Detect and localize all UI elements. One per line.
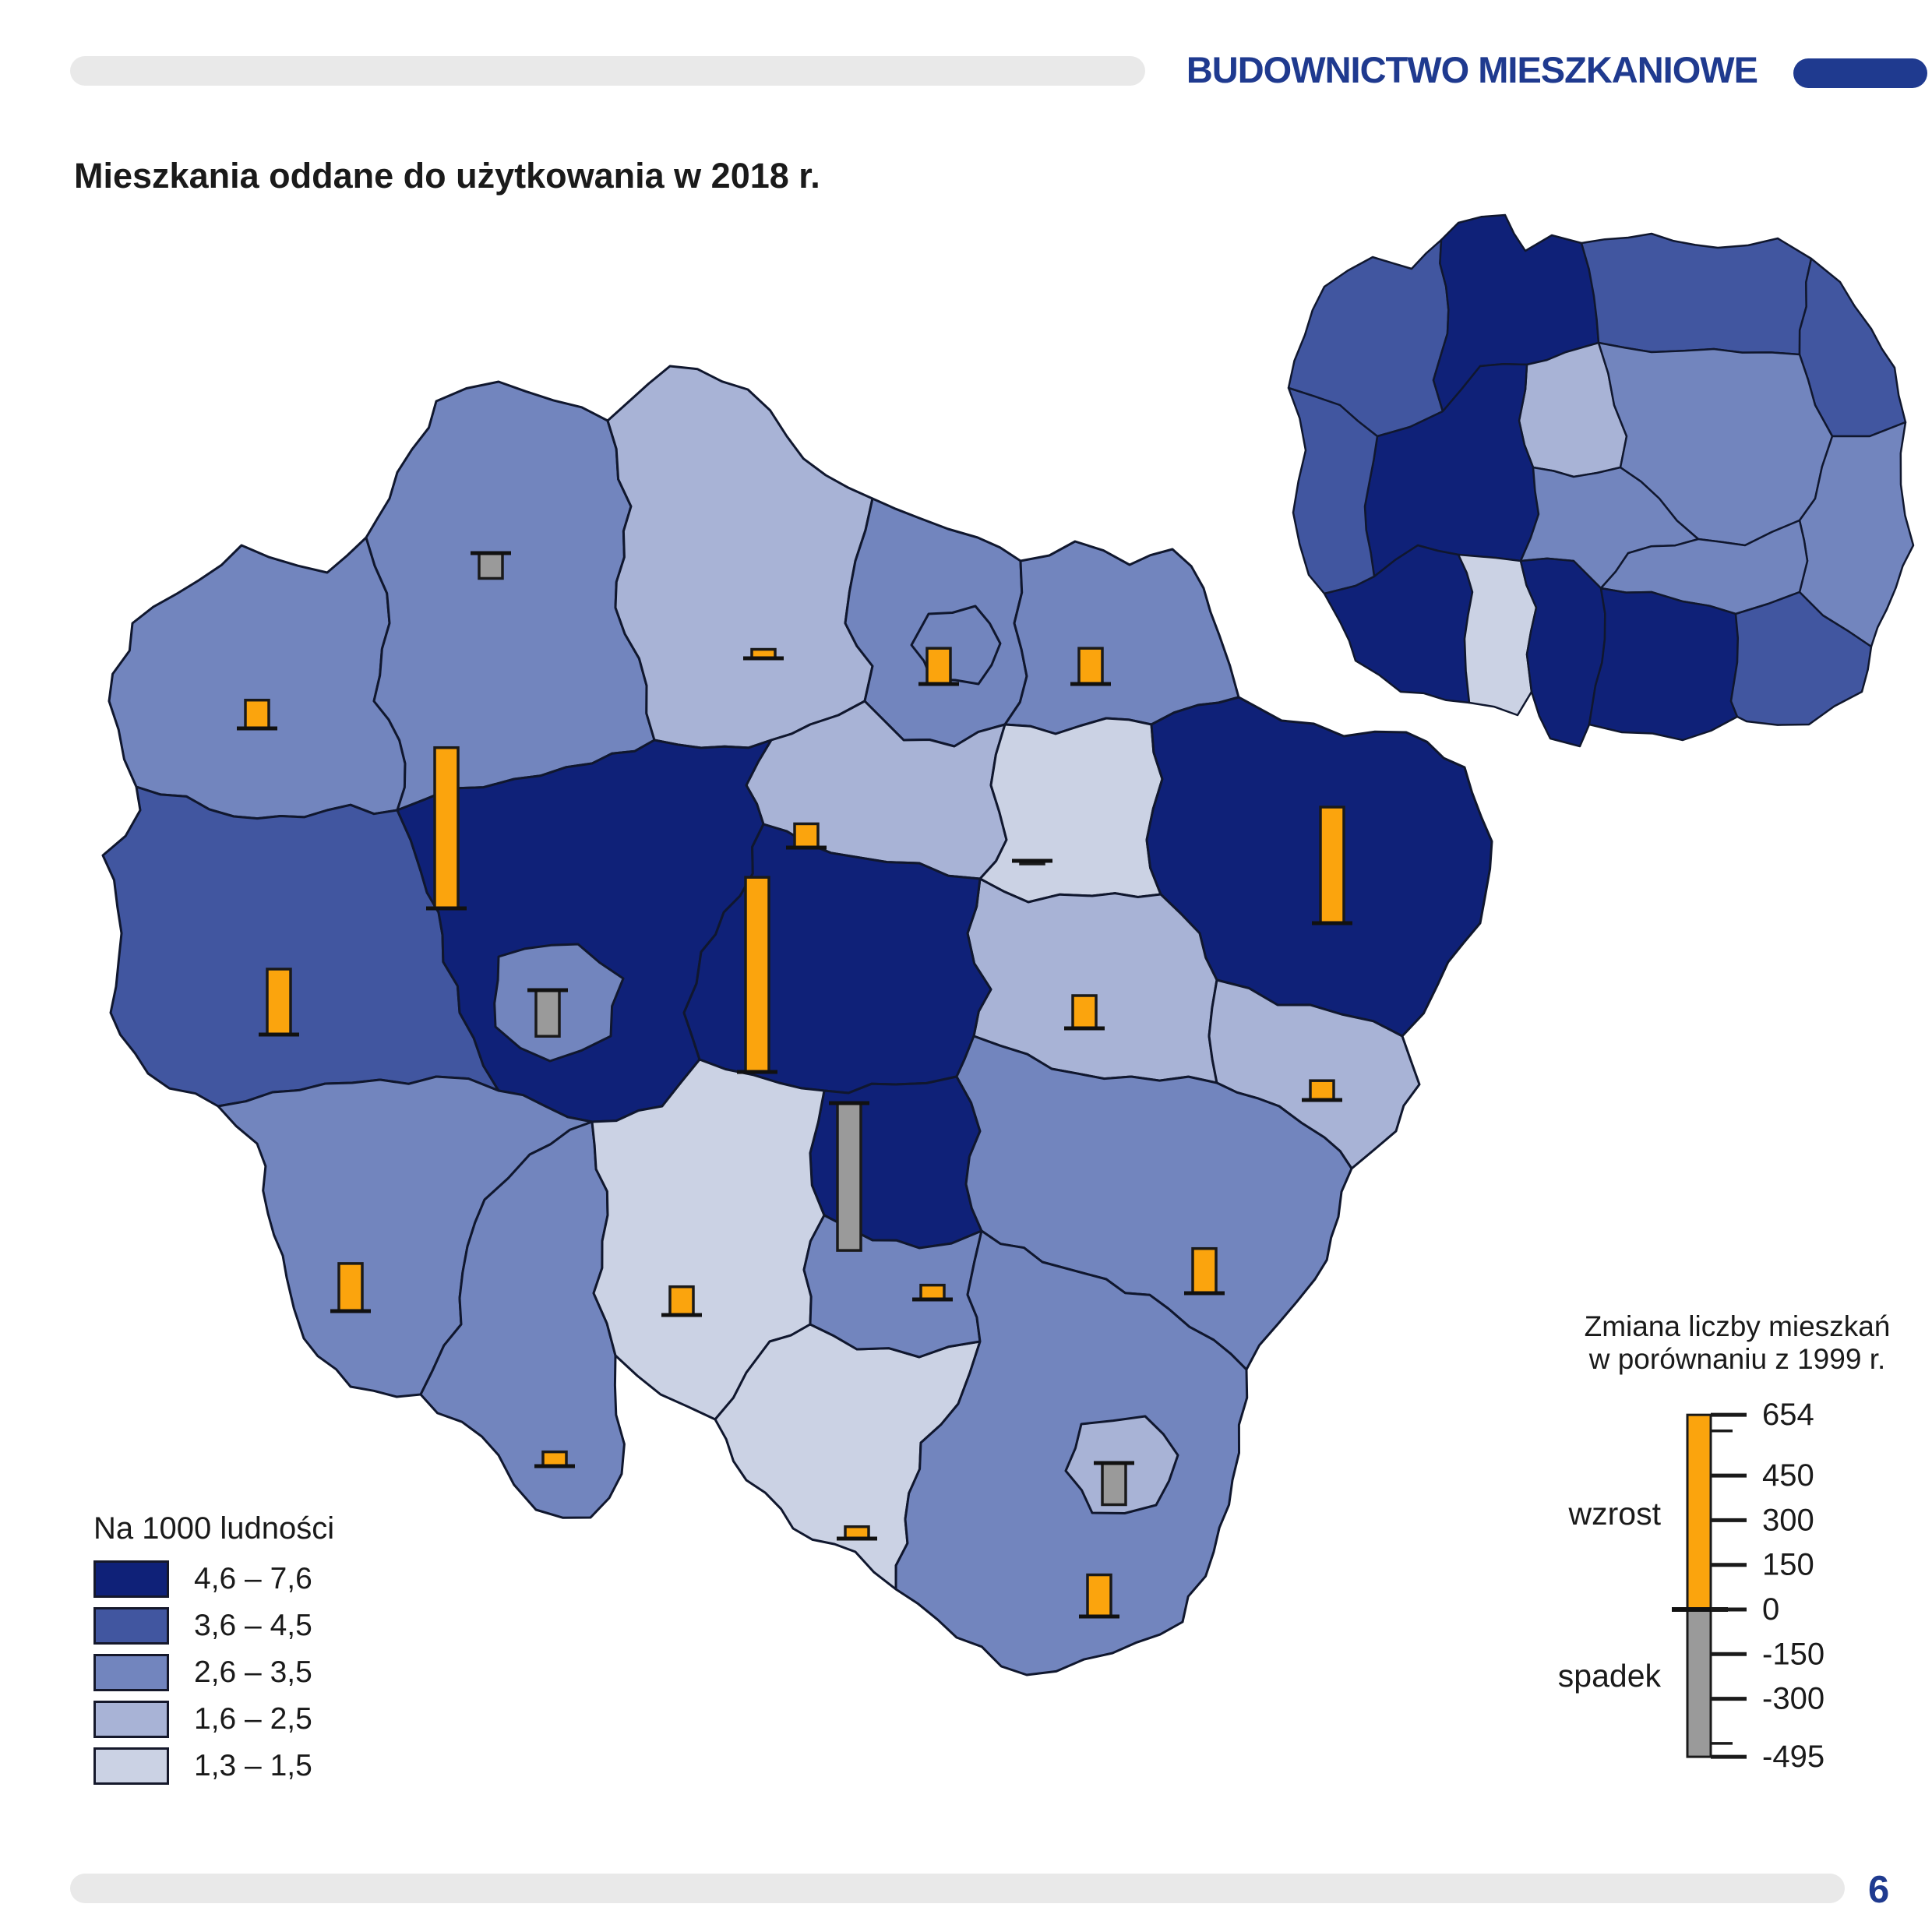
map-region-r07 [978,717,1164,904]
map-region-r21 [894,1229,1249,1676]
legend-row: 2,6 – 3,5 [93,1654,334,1691]
header-decorative-bar [70,56,1145,86]
legend-row: 1,3 – 1,5 [93,1747,334,1785]
page-number: 6 [1868,1869,1890,1911]
scale-tick-label: 450 [1762,1458,1814,1493]
bar-scale-title: Zmiana liczby mieszkań w porównaniu z 19… [1578,1310,1897,1376]
legend-label-2: 3,6 – 4,5 [194,1609,312,1642]
scale-tick-label: 300 [1762,1503,1814,1537]
change-bar-r05 [1070,647,1111,686]
change-bar-r09 [1064,994,1105,1031]
legend-row: 4,6 – 7,6 [93,1560,334,1598]
change-bar-r12 [426,746,467,911]
legend-swatch-1 [93,1560,169,1598]
map-region-r10 [1208,978,1421,1170]
scale-tick-label: 0 [1762,1592,1779,1627]
map-region-r02 [365,380,656,812]
change-bar-e02 [918,647,959,686]
inset-map-poland [1287,213,1915,748]
change-bar-r07 [1012,858,1052,866]
change-bars [237,551,1352,1619]
legend-row: 1,6 – 2,5 [93,1701,334,1738]
legend-swatch-2 [93,1607,169,1645]
change-bar-r02 [471,551,511,580]
change-bar-r03 [743,647,784,661]
change-bar-r15 [330,1262,371,1313]
main-map [101,365,1493,1676]
footer-decorative-bar [70,1874,1845,1903]
inset-region-i14 [1519,557,1606,748]
legend-label-3: 2,6 – 3,5 [194,1655,312,1689]
scale-tick-label: 150 [1762,1548,1814,1582]
change-bar-r16 [534,1450,575,1468]
inset-region-i15 [1588,587,1740,742]
change-bar-e03 [1094,1461,1134,1507]
legend-swatch-3 [93,1654,169,1691]
map-region-r01 [108,536,407,820]
change-bar-r08 [1312,806,1352,925]
scale-tick-label: -495 [1762,1740,1824,1774]
change-bar-r13 [737,876,777,1074]
chapter-title: BUDOWNICTWO MIESZKANIOWE [1186,49,1758,90]
choropleth-legend: Na 1000 ludności 4,6 – 7,6 3,6 – 4,5 2,6… [93,1511,334,1794]
change-bar-r19 [912,1283,953,1302]
change-bar-r11 [259,968,299,1037]
legend-label-4: 1,6 – 2,5 [194,1702,312,1736]
bar-scale-title-line1: Zmiana liczby mieszkań [1584,1310,1891,1342]
inset-region-i08 [1287,386,1379,595]
page-title: Mieszkania oddane do użytkowania w 2018 … [74,156,820,196]
legend-swatch-5 [93,1747,169,1785]
legend-label-5: 1,3 – 1,5 [194,1749,312,1782]
change-bar-r06 [786,822,827,850]
decrease-label: spadek [1557,1658,1661,1694]
scale-tick-label: -150 [1762,1637,1824,1671]
header-accent-bar [1793,58,1927,88]
increase-label: wzrost [1568,1496,1661,1532]
scale-tick-label: -300 [1762,1682,1824,1716]
bar-scale-title-line2: w porównaniu z 1999 r. [1588,1343,1886,1375]
inset-region-i16 [1729,591,1873,726]
change-bar-r01 [237,698,277,731]
bar-scale-legend: 654 450 300 150 0 -150 -300 -495 [1672,1398,1824,1774]
change-bar-r17 [661,1285,702,1317]
change-bar-r14 [829,1101,869,1252]
map-region-r20 [955,1035,1353,1371]
legend-row: 3,6 – 4,5 [93,1607,334,1645]
change-bar-r21 [1079,1573,1119,1619]
change-bar-e01 [527,988,568,1038]
change-bar-r20 [1184,1246,1225,1296]
map-region-r03 [606,365,874,749]
choropleth-legend-title: Na 1000 ludności [93,1511,335,1546]
change-bar-r10 [1302,1079,1342,1102]
legend-swatch-4 [93,1701,169,1738]
scale-tick-label: 654 [1762,1398,1814,1432]
legend-label-1: 4,6 – 7,6 [194,1562,312,1595]
change-bar-r18 [837,1525,877,1541]
inset-region-i03 [1580,232,1813,356]
